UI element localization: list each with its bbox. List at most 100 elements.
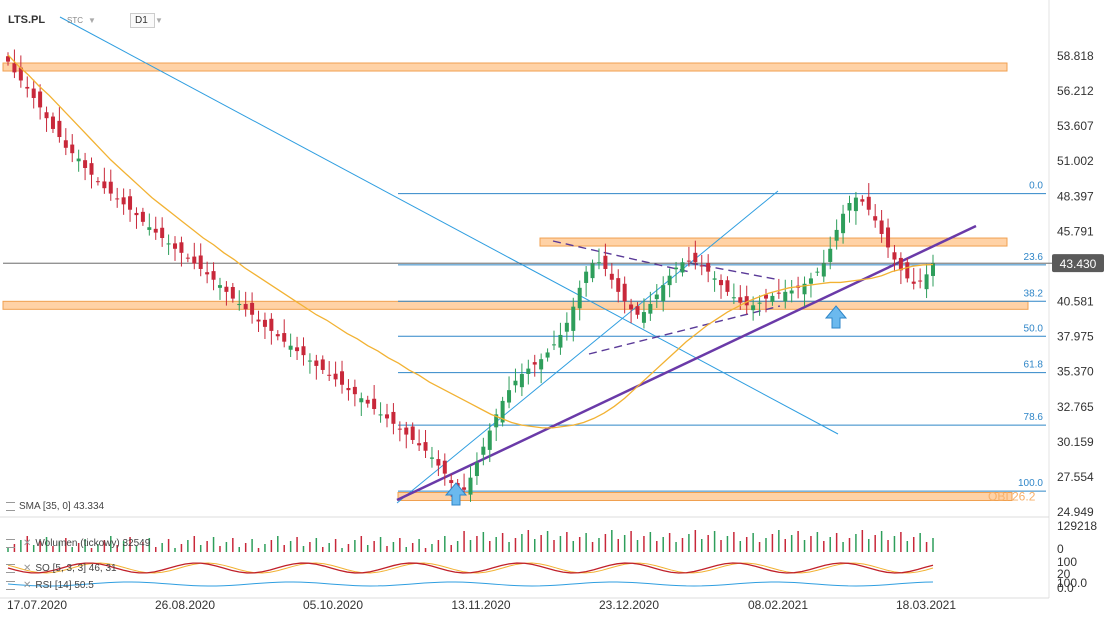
timeframe-select[interactable]: D1 xyxy=(130,13,155,28)
candle-body xyxy=(603,255,608,269)
sma-params: [35, 0] xyxy=(42,501,71,512)
candle-body xyxy=(198,255,203,269)
candle-body xyxy=(327,374,332,376)
exchange-chevron-icon[interactable]: ▼ xyxy=(88,16,96,25)
candle-body xyxy=(121,197,126,205)
fib-level-label: 23.6 xyxy=(1024,252,1044,263)
candle-body xyxy=(140,211,145,222)
current-price-label: 43.430 xyxy=(1060,257,1097,271)
sma-legend[interactable]: SMA [35, 0] 43.334 xyxy=(6,501,104,512)
candle-body xyxy=(706,263,711,272)
candle-body xyxy=(179,242,184,253)
candle-body xyxy=(57,120,62,138)
resistance-zone xyxy=(2,62,1008,72)
menu-icon[interactable] xyxy=(6,538,15,548)
y-tick-label: 37.975 xyxy=(1057,330,1094,344)
fib-level-label: 0.0 xyxy=(1029,181,1043,192)
candle-body xyxy=(147,227,152,230)
candle-body xyxy=(237,303,242,306)
candle-body xyxy=(725,280,730,292)
candle-body xyxy=(641,312,646,323)
volume-max-label: 129218 xyxy=(1057,519,1097,533)
candle-body xyxy=(635,306,640,315)
candle-body xyxy=(911,281,916,284)
candle-body xyxy=(108,181,113,194)
candle-body xyxy=(898,257,903,271)
close-icon[interactable]: ✕ xyxy=(23,538,32,549)
menu-icon[interactable] xyxy=(6,563,15,573)
candle-body xyxy=(539,359,544,370)
candle-body xyxy=(95,181,100,183)
close-icon[interactable]: ✕ xyxy=(23,563,32,574)
candle-body xyxy=(532,362,537,365)
candle-body xyxy=(552,344,557,346)
channel-top-line xyxy=(552,240,691,273)
candle-body xyxy=(841,213,846,234)
candle-body xyxy=(185,257,190,259)
candle-body xyxy=(500,400,505,423)
candle-body xyxy=(513,380,518,386)
timeframe-chevron-icon[interactable]: ▼ xyxy=(155,16,163,25)
candle-body xyxy=(359,398,364,403)
fib-level-label: 50.0 xyxy=(1024,323,1044,334)
candle-body xyxy=(410,426,415,440)
stochastic-legend[interactable]: ✕ SO [5, 3, 3] 46, 31 xyxy=(6,563,117,574)
zone-label: OBI 26.2 xyxy=(988,490,1036,504)
candle-body xyxy=(564,322,569,332)
symbol-label[interactable]: LTS.PL xyxy=(8,14,46,26)
rsi-legend[interactable]: ✕ RSI [14] 50.5 xyxy=(6,580,94,591)
rsi-params: [14] xyxy=(54,580,72,591)
volume-legend[interactable]: ✕ Wolumen (tickowy) 32549 xyxy=(6,538,150,549)
candle-body xyxy=(173,243,178,249)
candle-body xyxy=(38,91,43,108)
y-tick-label: 51.002 xyxy=(1057,154,1094,168)
candle-body xyxy=(738,297,743,303)
candle-body xyxy=(89,163,94,175)
y-tick-label: 48.397 xyxy=(1057,189,1094,203)
candle-body xyxy=(12,63,17,73)
volume-value: 32549 xyxy=(122,538,151,549)
candle-body xyxy=(712,278,717,280)
candle-body xyxy=(211,271,216,280)
fib-level-label: 61.8 xyxy=(1024,360,1044,371)
close-icon[interactable]: ✕ xyxy=(23,580,32,591)
candle-body xyxy=(924,274,929,290)
candle-body xyxy=(892,252,897,260)
channel-bottom-line xyxy=(588,305,781,355)
candle-body xyxy=(384,414,389,419)
candle-body xyxy=(731,297,736,299)
candle-body xyxy=(686,260,691,262)
candle-body xyxy=(751,305,756,311)
candle-body xyxy=(699,265,704,267)
x-tick-label: 05.10.2020 xyxy=(303,598,363,612)
candle-body xyxy=(519,373,524,388)
candle-body xyxy=(905,262,910,279)
candle-body xyxy=(577,287,582,309)
candle-body xyxy=(76,158,81,162)
candle-body xyxy=(320,359,325,370)
candle-body xyxy=(667,275,672,286)
candle-body xyxy=(654,294,659,300)
candle-body xyxy=(571,306,576,331)
stochastic-signal-line xyxy=(7,562,934,574)
candle-body xyxy=(31,88,36,98)
fib-level-label: 38.2 xyxy=(1024,288,1044,299)
candle-body xyxy=(873,216,878,221)
candle-body xyxy=(262,319,267,327)
x-tick-label: 23.12.2020 xyxy=(599,598,659,612)
candle-body xyxy=(886,227,891,248)
so-mid-label: 20 xyxy=(1057,567,1071,581)
y-tick-label: 32.765 xyxy=(1057,400,1094,414)
menu-icon[interactable] xyxy=(6,580,15,590)
candle-body xyxy=(474,462,479,477)
so-value: 46, 31 xyxy=(88,563,117,574)
rsi-value: 50.5 xyxy=(74,580,94,591)
uptrend-line xyxy=(396,224,977,502)
candle-body xyxy=(166,243,171,245)
menu-icon[interactable] xyxy=(6,501,15,511)
candle-body xyxy=(83,160,88,168)
candle-body xyxy=(693,252,698,263)
candle-body xyxy=(507,390,512,403)
so-params: [5, 3, 3] xyxy=(52,563,86,574)
